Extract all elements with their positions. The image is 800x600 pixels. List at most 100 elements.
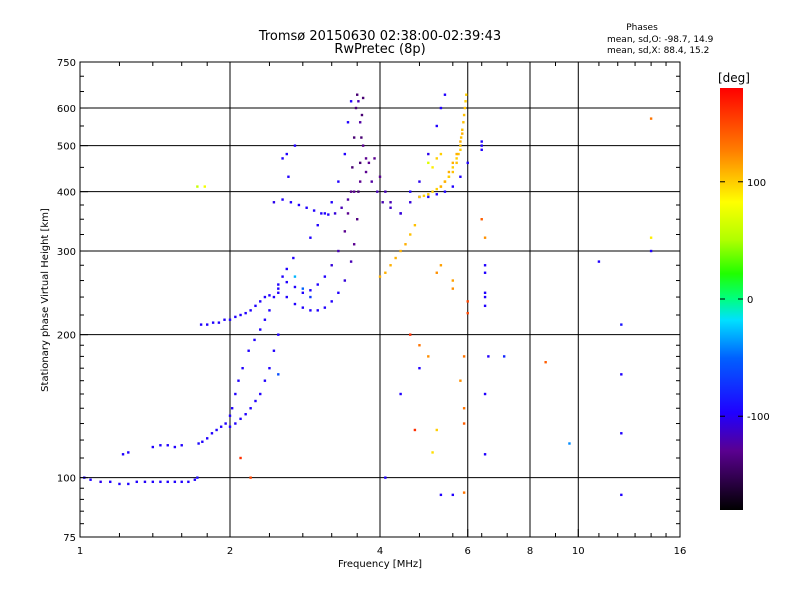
data-point <box>272 295 276 299</box>
data-point <box>89 478 92 481</box>
data-point <box>337 180 340 183</box>
data-point <box>355 93 359 96</box>
y-axis-title: Stationary phase Virtual Height [km] <box>40 208 51 392</box>
data-point <box>435 428 438 432</box>
data-point <box>234 422 237 425</box>
data-point <box>399 392 402 396</box>
colorbar-tick-label: -100 <box>747 412 770 423</box>
data-point <box>378 275 382 278</box>
data-point <box>427 355 430 358</box>
data-point <box>234 392 237 396</box>
data-point <box>349 260 353 263</box>
data-point <box>483 295 487 299</box>
data-point <box>263 318 267 321</box>
data-point <box>244 311 247 315</box>
data-point <box>355 218 359 221</box>
data-point <box>462 491 466 494</box>
data-point <box>358 161 362 165</box>
data-point <box>462 113 466 117</box>
data-point <box>439 106 443 110</box>
data-point <box>343 279 347 282</box>
data-point <box>620 493 623 497</box>
y-tick-label: 400 <box>57 188 76 199</box>
y-tick-label: 750 <box>57 58 76 69</box>
data-point <box>330 264 333 267</box>
data-point <box>384 476 387 479</box>
data-point <box>253 338 256 342</box>
data-point <box>277 333 280 336</box>
data-point <box>459 144 462 147</box>
data-point <box>333 212 337 215</box>
data-point <box>352 190 356 193</box>
data-point <box>263 379 267 382</box>
data-point <box>435 124 438 128</box>
data-point <box>244 413 247 416</box>
data-point <box>143 480 147 484</box>
data-point <box>173 445 177 449</box>
data-point <box>219 425 223 428</box>
data-point <box>289 201 293 204</box>
data-point <box>272 349 276 352</box>
data-point <box>293 144 297 147</box>
data-point <box>413 224 417 227</box>
data-point <box>268 294 271 297</box>
data-point <box>239 456 242 460</box>
data-points <box>83 93 653 497</box>
x-tick-label: 4 <box>377 546 383 557</box>
data-point <box>480 140 483 143</box>
stats-o-line: mean, sd,O: -98.7, 14.9 <box>607 35 714 45</box>
data-point <box>367 161 371 165</box>
data-point <box>349 190 353 193</box>
data-point <box>464 100 467 103</box>
data-point <box>427 161 430 165</box>
data-point <box>455 157 458 160</box>
data-point <box>649 117 653 120</box>
data-point <box>451 185 455 188</box>
data-point <box>316 309 319 312</box>
data-point <box>364 170 368 174</box>
data-point <box>439 152 443 156</box>
x-tick-label: 2 <box>227 546 233 557</box>
data-point <box>620 323 623 326</box>
data-point <box>389 264 392 267</box>
data-point <box>360 113 364 117</box>
data-point <box>180 480 183 484</box>
data-point <box>409 233 412 236</box>
data-point <box>323 275 327 278</box>
data-point <box>211 321 215 324</box>
data-point <box>346 121 350 124</box>
data-point <box>361 144 365 147</box>
data-point <box>293 275 297 278</box>
data-point <box>241 366 244 370</box>
data-point <box>409 190 412 193</box>
data-point <box>343 152 347 156</box>
data-point <box>316 283 319 286</box>
data-point <box>597 260 601 263</box>
data-point <box>127 482 130 486</box>
data-point <box>166 444 169 447</box>
data-point <box>352 243 356 246</box>
data-point <box>277 373 280 376</box>
data-point <box>151 445 155 449</box>
data-point <box>127 451 130 454</box>
data-point <box>203 185 206 188</box>
data-point <box>459 148 462 152</box>
data-point <box>237 379 240 382</box>
data-point <box>259 300 262 303</box>
y-tick-label: 200 <box>57 331 76 342</box>
data-point <box>461 128 464 131</box>
data-point <box>135 480 138 484</box>
data-point <box>459 140 462 143</box>
data-point <box>404 243 407 246</box>
data-point <box>466 161 469 165</box>
data-point <box>173 480 177 484</box>
data-point <box>461 132 464 135</box>
data-point <box>199 323 203 326</box>
data-point <box>230 407 234 410</box>
data-point <box>483 453 487 456</box>
data-point <box>343 230 347 233</box>
x-tick-label: 8 <box>527 546 533 557</box>
x-axis-title: Frequency [MHz] <box>338 559 422 570</box>
colorbar-tick-label: 100 <box>747 178 766 189</box>
data-point <box>277 291 280 295</box>
